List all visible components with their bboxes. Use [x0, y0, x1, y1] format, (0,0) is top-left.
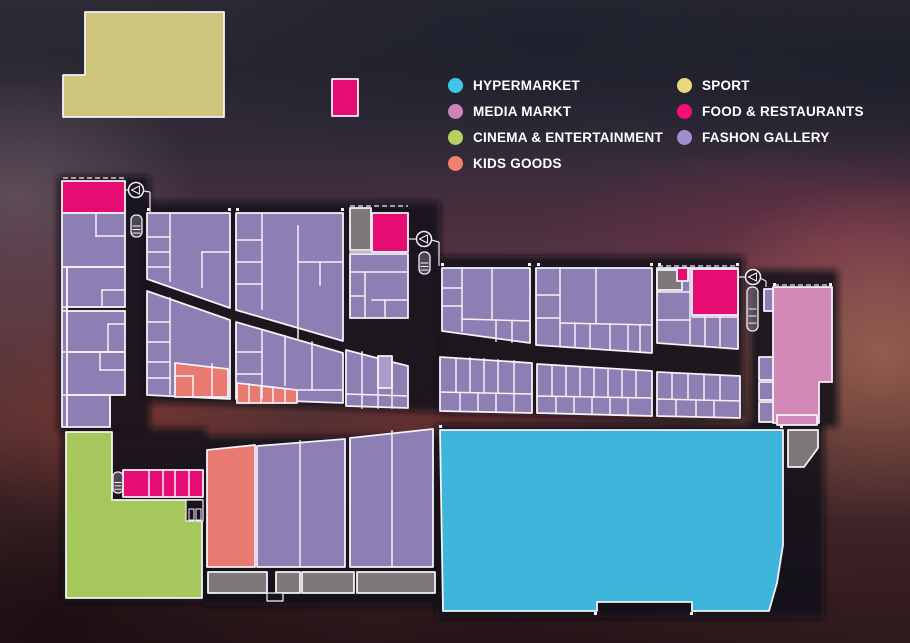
elevator-icon [744, 268, 762, 286]
tech-bm4 [356, 571, 436, 594]
media-sliver [776, 414, 818, 426]
fashion-left-1 [61, 212, 126, 268]
fashion-media-2 [758, 356, 774, 381]
walls-layer [61, 212, 774, 568]
fashion-left-4 [66, 351, 126, 396]
entrance-dashed-lines [63, 177, 831, 286]
wc-icon [188, 508, 195, 521]
food-unit-c [371, 212, 409, 253]
connector-lines [125, 189, 767, 287]
stairs-icon [130, 214, 143, 238]
fashion-left-3 [66, 310, 126, 353]
exit-notch [266, 592, 284, 602]
legend-column-1: HYPERMARKET MEDIA MARKT CINEMA & ENTERTAIN… [448, 78, 663, 171]
legend-item-hypermarket: HYPERMARKET [448, 78, 641, 93]
fashion-e [535, 267, 653, 354]
legend-item-kids-goods: KIDS GOODS [448, 156, 641, 171]
media-markt-store [772, 286, 833, 424]
hypermarket-store [439, 429, 784, 612]
tech-bm3 [301, 571, 355, 594]
fashion-d [441, 267, 531, 344]
food-unit-f [691, 268, 739, 316]
kids-unit-b [236, 382, 298, 404]
legend-column-2: SPORT FOOD & RESTAURANTS FASHON GALLERY [677, 78, 864, 171]
legend-dot-media-markt [448, 104, 463, 119]
legend-dot-kids-goods [448, 156, 463, 171]
fashion-c-mid [349, 253, 409, 319]
food-unit-f-small [676, 267, 689, 282]
legend-item-sport: SPORT [677, 78, 864, 93]
fashion-media-3 [758, 381, 774, 401]
legend-label-kids-goods: KIDS GOODS [473, 156, 562, 171]
stairs-icon [112, 471, 124, 494]
fashion-media-1 [763, 288, 774, 312]
fashion-media-4 [758, 401, 774, 423]
fashion-g [439, 356, 533, 414]
legend: HYPERMARKET MEDIA MARKT CINEMA & ENTERTAIN… [448, 78, 864, 171]
fashion-c-light [377, 355, 393, 389]
legend-label-media-markt: MEDIA MARKT [473, 104, 572, 119]
food-unit-topleft [61, 180, 126, 214]
stairs-icon [418, 251, 431, 275]
entrance-ticks [147, 208, 832, 615]
tech-bm2 [275, 571, 301, 594]
kids-unit-c [206, 444, 256, 568]
elevator-icon [415, 230, 433, 248]
tech-hyper [787, 429, 819, 468]
legend-dot-hypermarket [448, 78, 463, 93]
food-kiosk [331, 78, 359, 117]
legend-item-media-markt: MEDIA MARKT [448, 104, 641, 119]
legend-label-food-restaurants: FOOD & RESTAURANTS [702, 104, 864, 119]
fashion-left-2 [66, 266, 126, 308]
legend-label-cinema-entertainment: CINEMA & ENTERTAINMENT [473, 130, 663, 145]
elevator-icon [127, 181, 145, 199]
legend-label-fashion-gallery: FASHON GALLERY [702, 130, 830, 145]
legend-item-cinema-entertainment: CINEMA & ENTERTAINMENT [448, 130, 663, 145]
sport-building [62, 11, 225, 118]
legend-dot-food-restaurants [677, 104, 692, 119]
tech-unit-c [349, 207, 372, 251]
legend-dot-sport [677, 78, 692, 93]
legend-dot-fashion-gallery [677, 130, 692, 145]
stairs-icon [746, 286, 759, 332]
legend-item-food-restaurants: FOOD & RESTAURANTS [677, 104, 864, 119]
wc-icon [195, 508, 202, 521]
units-layer [61, 11, 833, 612]
tech-bm1 [207, 571, 268, 594]
fashion-left-5 [66, 394, 111, 428]
fashion-bm1 [256, 438, 346, 568]
legend-dot-cinema-entertainment [448, 130, 463, 145]
fashion-i [656, 371, 741, 419]
legend-item-fashion-gallery: FASHON GALLERY [677, 130, 864, 145]
legend-label-hypermarket: HYPERMARKET [473, 78, 581, 93]
legend-label-sport: SPORT [702, 78, 750, 93]
kids-unit-a [174, 362, 229, 398]
